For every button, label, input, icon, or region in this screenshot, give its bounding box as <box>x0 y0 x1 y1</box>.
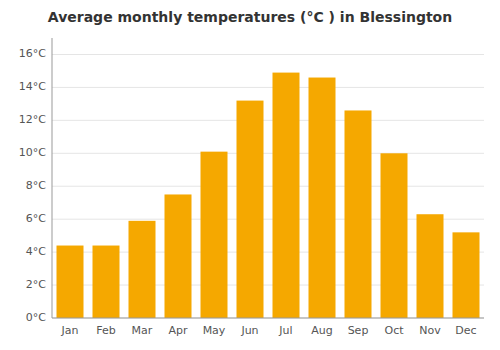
chart-svg: Average monthly temperatures (°C ) in Bl… <box>0 0 500 350</box>
x-tick-label: Feb <box>96 324 115 337</box>
x-tick-label: Oct <box>384 324 404 337</box>
y-axis: 0°C 2°C 4°C 6°C 8°C 10°C 12°C 14°C 16°C <box>19 38 52 324</box>
bar <box>381 153 408 318</box>
x-tick-label: Dec <box>455 324 476 337</box>
x-tick-label: May <box>203 324 226 337</box>
y-tick-label: 4°C <box>26 245 46 258</box>
x-axis: Jan Feb Mar Apr May Jun Jul Aug Sep Oct Nov Dec <box>52 318 484 337</box>
y-axis-line <box>52 38 53 318</box>
grid <box>52 54 484 318</box>
chart-container: Average monthly temperatures (°C ) in Bl… <box>0 0 500 350</box>
bar <box>453 232 480 318</box>
y-tick-label: 8°C <box>26 179 46 192</box>
y-tick-label: 0°C <box>26 311 46 324</box>
x-tick-label: Apr <box>168 324 188 337</box>
x-axis-line <box>52 318 484 319</box>
bar <box>201 152 228 318</box>
x-tick-label: Nov <box>419 324 441 337</box>
bar <box>57 246 84 318</box>
y-tick-label: 10°C <box>19 146 46 159</box>
bar <box>345 110 372 318</box>
bars <box>57 73 480 318</box>
bar <box>93 246 120 318</box>
grid-line <box>52 87 484 88</box>
bar <box>309 78 336 318</box>
grid-line <box>52 120 484 121</box>
y-tick-label: 14°C <box>19 80 46 93</box>
grid-line <box>52 153 484 154</box>
x-tick-label: Jan <box>61 324 79 337</box>
grid-line <box>52 186 484 187</box>
grid-line <box>52 54 484 55</box>
y-tick-label: 12°C <box>19 113 46 126</box>
bar <box>273 73 300 318</box>
x-tick-label: Aug <box>311 324 332 337</box>
y-tick-label: 2°C <box>26 278 46 291</box>
bar <box>165 194 192 318</box>
bar <box>417 214 444 318</box>
x-tick-label: Jun <box>240 324 258 337</box>
x-tick-label: Jul <box>278 324 292 337</box>
x-tick-label: Mar <box>132 324 153 337</box>
y-tick-label: 6°C <box>26 212 46 225</box>
bar <box>237 101 264 318</box>
grid-line <box>52 318 484 319</box>
bar <box>129 221 156 318</box>
y-tick-label: 16°C <box>19 47 46 60</box>
x-tick-label: Sep <box>348 324 369 337</box>
title: Average monthly temperatures (°C ) in Bl… <box>48 9 452 25</box>
